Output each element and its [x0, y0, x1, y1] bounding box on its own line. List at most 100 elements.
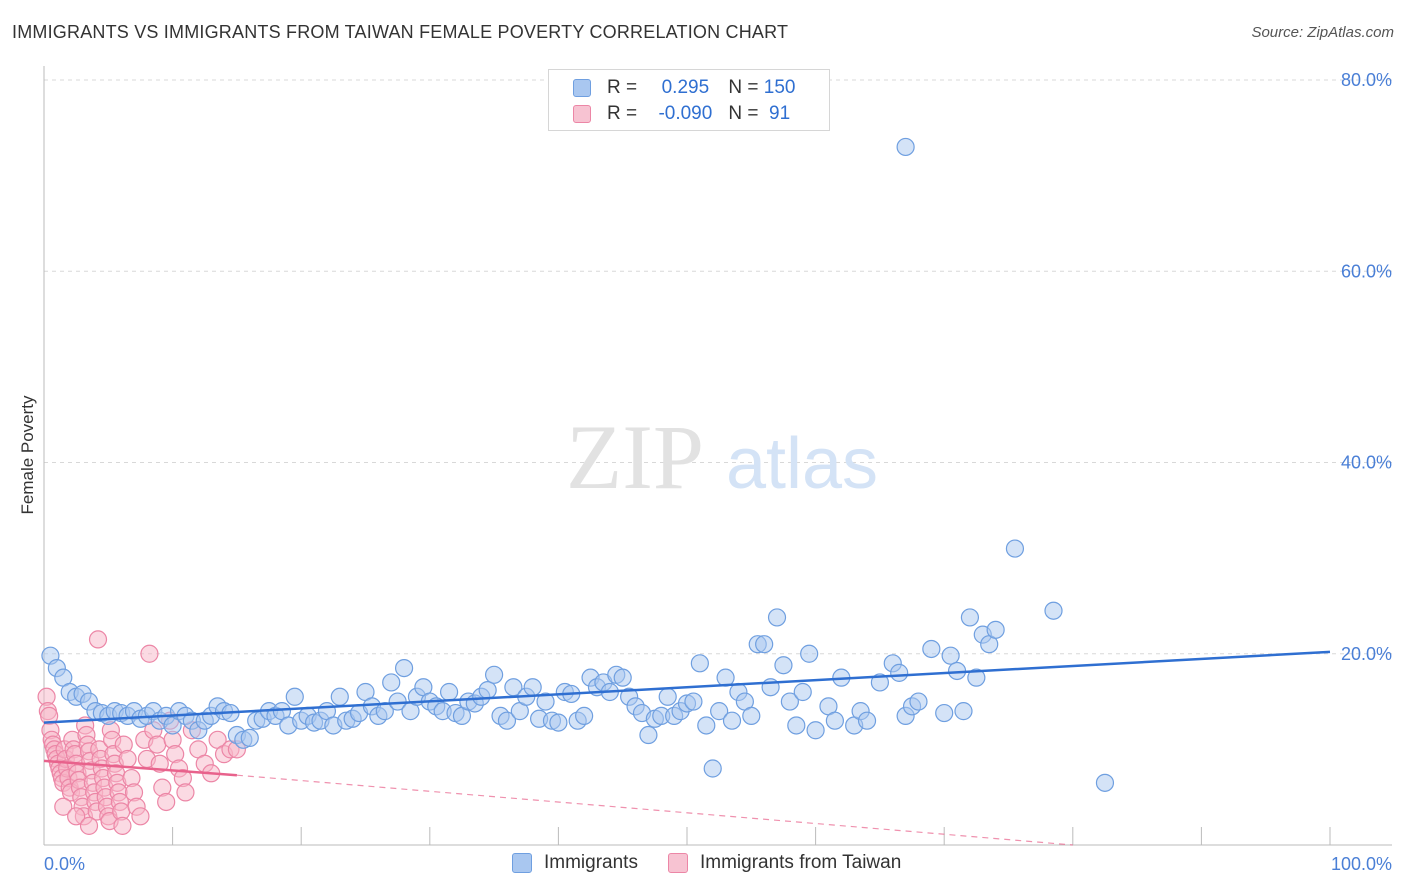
series-taiwan	[37, 630, 246, 835]
taiwan-point	[67, 807, 86, 826]
immigrants-point	[684, 692, 703, 711]
immigrants-point	[549, 713, 568, 732]
immigrants-point	[774, 656, 793, 675]
immigrants-point	[857, 711, 877, 730]
x-tick-label: 0.0%	[44, 854, 85, 874]
immigrants-point	[800, 644, 819, 663]
immigrants-point	[478, 680, 497, 700]
legend-item-taiwan: Immigrants from Taiwan	[667, 852, 902, 874]
legend-n-label: N =	[728, 77, 764, 98]
watermark-atlas: atlas	[726, 424, 878, 504]
taiwan-trend-line	[43, 759, 237, 777]
immigrants-point	[896, 137, 915, 157]
immigrants-point	[755, 635, 774, 654]
stats-legend: R = 0.295 N = 150 R = -0.090 N = 91	[548, 69, 830, 131]
immigrants-point	[382, 673, 401, 692]
trend-lines	[43, 650, 1331, 846]
taiwan-point	[54, 797, 73, 816]
taiwan-point	[131, 807, 150, 826]
immigrants-point	[787, 716, 806, 735]
immigrants-point	[935, 703, 954, 723]
source-label: Source: ZipAtlas.com	[1251, 24, 1394, 41]
legend-label-taiwan: Immigrants from Taiwan	[699, 852, 902, 873]
immigrants-point	[575, 706, 594, 726]
immigrants-point	[523, 678, 542, 697]
watermark-zip: ZIP	[566, 406, 704, 508]
legend-n-label: N =	[728, 103, 764, 124]
taiwan-point	[148, 735, 167, 754]
immigrants-point	[330, 687, 349, 706]
immigrants-point	[806, 721, 825, 740]
legend-swatch-pink	[573, 105, 591, 123]
taiwan-point	[113, 816, 132, 835]
x-tick-label: 100.0%	[1331, 854, 1392, 874]
legend-swatch-blue	[573, 79, 591, 97]
immigrants-point	[909, 692, 928, 711]
immigrants-point	[986, 620, 1005, 639]
immigrants-point	[394, 658, 414, 678]
legend-swatch-blue	[512, 853, 532, 873]
immigrants-point	[697, 716, 716, 735]
immigrants-point	[722, 711, 742, 730]
legend-r-value: -0.090	[658, 103, 713, 124]
taiwan-point	[79, 816, 99, 835]
immigrants-point	[922, 639, 941, 659]
immigrants-point	[710, 702, 729, 721]
immigrants-point	[703, 759, 722, 778]
watermark: ZIP atlas	[566, 406, 878, 508]
taiwan-point	[88, 630, 108, 649]
taiwan-point	[140, 644, 159, 663]
y-tick-label: 80.0%	[1341, 70, 1392, 90]
immigrants-point	[639, 725, 658, 745]
tick-labels: 20.0% 40.0% 60.0% 80.0% 0.0% 100.0%	[44, 70, 1392, 874]
immigrants-point	[240, 728, 259, 748]
immigrants-point	[960, 608, 980, 627]
immigrants-point	[1005, 539, 1025, 558]
immigrants-trend-line	[43, 650, 1331, 724]
immigrants-point	[439, 682, 459, 702]
immigrants-point	[658, 687, 677, 706]
taiwan-point	[118, 749, 137, 769]
legend-row-immigrants: R = 0.295 N = 150	[573, 75, 795, 101]
legend-item-immigrants: Immigrants	[512, 852, 638, 874]
taiwan-point	[157, 792, 176, 812]
immigrants-point	[941, 646, 960, 665]
immigrants-point	[536, 692, 555, 711]
series-immigrants	[41, 137, 1115, 792]
immigrants-point	[767, 608, 787, 627]
legend-label-immigrants: Immigrants	[544, 852, 638, 873]
y-axis-label: Female Poverty	[18, 395, 37, 515]
taiwan-trend-extension	[236, 774, 1073, 846]
immigrants-point	[967, 668, 986, 687]
legend-n-value: 91	[763, 103, 791, 124]
immigrants-point	[613, 668, 632, 687]
immigrants-point	[1044, 601, 1063, 620]
axes	[43, 66, 1392, 846]
y-tick-label: 20.0%	[1341, 644, 1392, 664]
immigrants-point	[690, 654, 709, 673]
immigrants-point	[793, 682, 812, 702]
legend-swatch-pink	[667, 853, 688, 873]
legend-row-taiwan: R = -0.090 N = 91	[573, 101, 790, 127]
immigrants-point	[497, 711, 517, 730]
immigrants-point	[825, 711, 844, 730]
immigrants-point	[870, 673, 890, 692]
chart-title: IMMIGRANTS VS IMMIGRANTS FROM TAIWAN FEM…	[12, 22, 789, 42]
legend-r-label: R =	[607, 77, 643, 98]
taiwan-point	[176, 783, 195, 802]
immigrants-point	[485, 665, 504, 684]
immigrants-point	[742, 706, 761, 726]
immigrants-point	[954, 702, 973, 721]
immigrants-point	[285, 687, 304, 706]
immigrants-point	[780, 692, 799, 711]
gridlines	[44, 79, 1392, 655]
immigrants-point	[1095, 773, 1115, 792]
y-tick-label: 40.0%	[1341, 453, 1392, 473]
immigrants-point	[890, 663, 909, 682]
legend-r-value: 0.295	[661, 77, 710, 98]
series-legend: Immigrants Immigrants from Taiwan	[512, 852, 931, 874]
legend-r-label: R =	[607, 103, 643, 124]
y-tick-label: 60.0%	[1341, 261, 1392, 281]
legend-n-value: 150	[763, 77, 796, 98]
